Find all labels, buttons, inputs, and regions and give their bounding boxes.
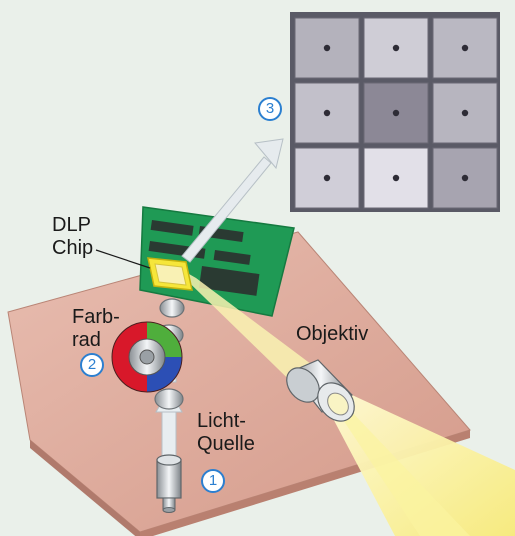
objective-lens [286, 359, 355, 422]
mirror-pivot [323, 109, 331, 117]
mirror-tile [294, 147, 360, 209]
farbrad-label-line2: rad [72, 329, 101, 351]
color-wheel [111, 321, 183, 393]
mirror-pivot [392, 44, 400, 52]
dlp-chip-label-line1: DLP [52, 214, 91, 236]
mirror-pivot [323, 174, 331, 182]
marker-1: 1 [201, 469, 225, 493]
projected-beam [318, 390, 515, 536]
mirror-pivot [392, 109, 400, 117]
mirror-pivot [461, 174, 469, 182]
dlp-chip [147, 257, 193, 291]
mirror-pivot [323, 44, 331, 52]
light-source [156, 454, 182, 513]
dlp-chip-label-line2: Chip [52, 237, 94, 259]
mirror-pivot [392, 174, 400, 182]
farbrad-label-line1: Farb- [72, 306, 120, 328]
marker-3: 3 [258, 97, 282, 121]
objektiv-label: Objektiv [296, 323, 369, 345]
lichtquelle-label-line2: Quelle [197, 433, 255, 455]
marker-2: 2 [80, 353, 104, 377]
mirror-pivot [461, 109, 469, 117]
mirror-pivot [461, 44, 469, 52]
projection-arrow [181, 138, 284, 263]
base-plate-edge [30, 440, 140, 536]
reflected-beam [168, 262, 335, 402]
projected-beam-inner [330, 400, 470, 536]
lichtquelle-label-line1: Licht- [197, 410, 246, 432]
